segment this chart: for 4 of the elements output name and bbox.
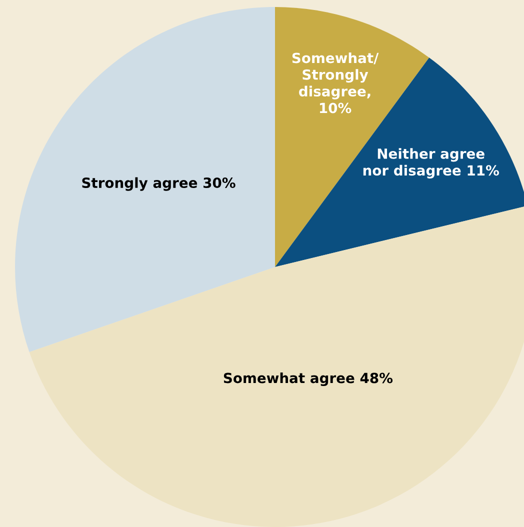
slice-label: Strongly agree 30% bbox=[82, 177, 236, 191]
slice-label: Somewhat/ Strongly disagree, 10% bbox=[292, 52, 379, 114]
slice-label: Neither agree nor disagree 11% bbox=[363, 148, 499, 178]
slice-label: Somewhat agree 48% bbox=[224, 372, 393, 386]
